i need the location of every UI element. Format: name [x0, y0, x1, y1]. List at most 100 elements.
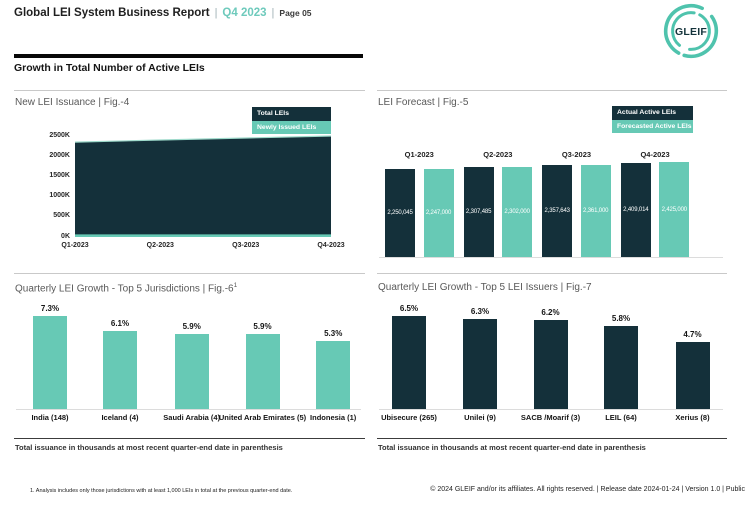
- y-axis-tick: 1500K: [49, 171, 70, 179]
- quarter-label: Q1-2023: [404, 150, 434, 159]
- category-label: Unilei (9): [464, 413, 496, 422]
- y-axis-tick: 0K: [61, 232, 70, 240]
- actual-bar: 2,250,045: [385, 169, 415, 257]
- x-axis-line: [379, 409, 723, 410]
- report-header: Global LEI System Business Report | Q4 2…: [14, 7, 312, 19]
- growth-bar: [103, 331, 137, 409]
- bar-value-label: 2,250,045: [387, 210, 413, 217]
- x-axis-line: [16, 409, 361, 410]
- percent-label: 5.9%: [182, 321, 201, 331]
- total-leis-top-edge: [74, 135, 332, 143]
- separator: |: [214, 7, 218, 19]
- forecasted-bar: 2,425,000: [659, 162, 690, 257]
- category-label: Ubisecure (265): [381, 413, 437, 422]
- top5-jurisdictions-chart: 7.3% India (148) 6.1% Iceland (4) 5.9% Saudi …: [14, 274, 365, 455]
- logo-inner-ring: [671, 11, 711, 51]
- category-label: LEIL (64): [605, 413, 637, 422]
- x-axis-line: [379, 257, 723, 258]
- fig4-title-text: New LEI Issuance | Fig.-4: [15, 97, 130, 108]
- gleif-logo: GLEIF: [662, 2, 720, 60]
- percent-label: 5.8%: [611, 314, 631, 323]
- fig6-note: Total issuance in thousands at most rece…: [15, 443, 283, 452]
- newly-issued-leis-area: [75, 234, 331, 237]
- forecasted-bar: 2,247,000: [423, 169, 454, 257]
- fig7-panel: Quarterly LEI Growth - Top 5 LEI Issuers…: [377, 273, 727, 455]
- x-axis-tick: Q1-2023: [61, 242, 89, 249]
- growth-bar: [316, 341, 351, 409]
- fig4-legend: Total LEIs Newly Issued LEIs: [252, 107, 331, 134]
- new-lei-issuance-chart: 2500K 2000K 1500K 1000K 500K 0K Q1-2023 Q2-2023…: [14, 91, 365, 271]
- percent-label: 6.5%: [399, 304, 419, 313]
- bar-value-label: 2,307,485: [465, 208, 492, 215]
- top5-lei-issuers-chart: 6.5% Ubisecure (265) 6.3% Unilei (9) 6.2% SAC…: [377, 274, 727, 455]
- fig5-title-text: LEI Forecast | Fig.-5: [378, 97, 469, 108]
- fig5-title: LEI Forecast | Fig.-5: [378, 97, 468, 108]
- percent-label: 5.3%: [324, 329, 343, 339]
- lei-forecast-chart: Q1-2023 2,250,045 2,247,000 Q2-2023 2,307,48…: [377, 91, 727, 271]
- fig5-legend: Actual Active LEIs Forecasted Active LEI…: [612, 106, 693, 133]
- logo-text: GLEIF: [675, 26, 707, 38]
- legend-item-total-leis: Total LEIs: [252, 107, 331, 121]
- category-label: Indonesia (1): [310, 413, 357, 422]
- footnote: 1. Analysis includes only those jurisdic…: [30, 488, 293, 494]
- growth-bar: [392, 316, 426, 409]
- quarter-label: Q3-2023: [561, 150, 592, 159]
- bar-value-label: 2,425,000: [661, 206, 687, 213]
- bar-value-label: 2,361,000: [583, 207, 609, 214]
- report-period: Q4 2023: [222, 7, 267, 19]
- page-number: Page 05: [279, 8, 312, 18]
- quarter-label: Q4-2023: [640, 150, 670, 159]
- total-leis-area: [75, 136, 331, 237]
- category-label: Saudi Arabia (4): [163, 413, 221, 422]
- x-axis-tick: Q3-2023: [232, 242, 260, 249]
- growth-bar: [675, 341, 710, 409]
- legend-item-actual-active-leis: Actual Active LEIs: [612, 106, 693, 120]
- percent-label: 4.7%: [683, 329, 702, 339]
- percent-label: 5.9%: [253, 321, 272, 331]
- category-label: SACB /Moarif (3): [520, 413, 581, 422]
- fig6-title: Quarterly LEI Growth - Top 5 Jurisdictio…: [15, 282, 237, 294]
- fig7-title-text: Quarterly LEI Growth - Top 5 LEI Issuers…: [378, 282, 592, 293]
- fig6-title-footnote-marker: 1: [233, 282, 238, 289]
- legend-item-forecasted-active-leis: Forecasted Active LEIs: [612, 119, 693, 133]
- gleif-logo-icon: GLEIF: [663, 3, 719, 59]
- bar-value-label: 2,357,643: [544, 208, 570, 215]
- y-axis-tick: 2000K: [49, 151, 70, 159]
- quarter-label: Q2-2023: [483, 150, 513, 159]
- forecasted-bar: 2,302,000: [502, 167, 533, 257]
- percent-label: 6.1%: [110, 319, 130, 329]
- fig7-note: Total issuance in thousands at most rece…: [378, 443, 646, 452]
- legend-item-newly-issued-leis: Newly Issued LEIs: [252, 120, 331, 134]
- fig4-title: New LEI Issuance | Fig.-4: [15, 97, 129, 108]
- growth-bar: [33, 316, 67, 409]
- fig4-panel: New LEI Issuance | Fig.-4 2500K 2000K 1500…: [14, 90, 365, 271]
- area-chart-canvas: [74, 135, 332, 237]
- note-divider: [14, 438, 365, 439]
- bar-value-label: 2,409,014: [623, 207, 649, 214]
- category-label: Xerius (8): [675, 413, 710, 422]
- actual-bar: 2,307,485: [463, 167, 494, 257]
- report-title: Global LEI System Business Report: [14, 7, 210, 19]
- growth-bar: [604, 326, 638, 409]
- note-divider: [377, 438, 727, 439]
- fig6-title-text: Quarterly LEI Growth - Top 5 Jurisdictio…: [15, 283, 234, 295]
- actual-bar: 2,409,014: [620, 163, 651, 257]
- bar-value-label: 2,247,000: [425, 210, 452, 217]
- bar-value-label: 2,302,000: [504, 209, 530, 216]
- growth-bar: [463, 318, 497, 409]
- copyright: © 2024 GLEIF and/or its affiliates. All …: [430, 486, 745, 493]
- header-rule: [14, 54, 363, 58]
- growth-bar: [174, 333, 209, 409]
- percent-label: 6.2%: [541, 308, 560, 318]
- percent-label: 7.3%: [40, 304, 60, 313]
- y-axis-tick: 1000K: [49, 192, 70, 200]
- x-axis-tick: Q2-2023: [146, 242, 174, 249]
- growth-bar: [533, 320, 568, 409]
- actual-bar: 2,357,643: [542, 165, 573, 257]
- y-axis-tick: 2500K: [49, 131, 70, 139]
- x-axis-tick: Q4-2023: [317, 242, 345, 249]
- percent-label: 6.3%: [470, 306, 490, 316]
- fig7-title: Quarterly LEI Growth - Top 5 LEI Issuers…: [378, 282, 592, 293]
- section-title: Growth in Total Number of Active LEIs: [14, 62, 205, 74]
